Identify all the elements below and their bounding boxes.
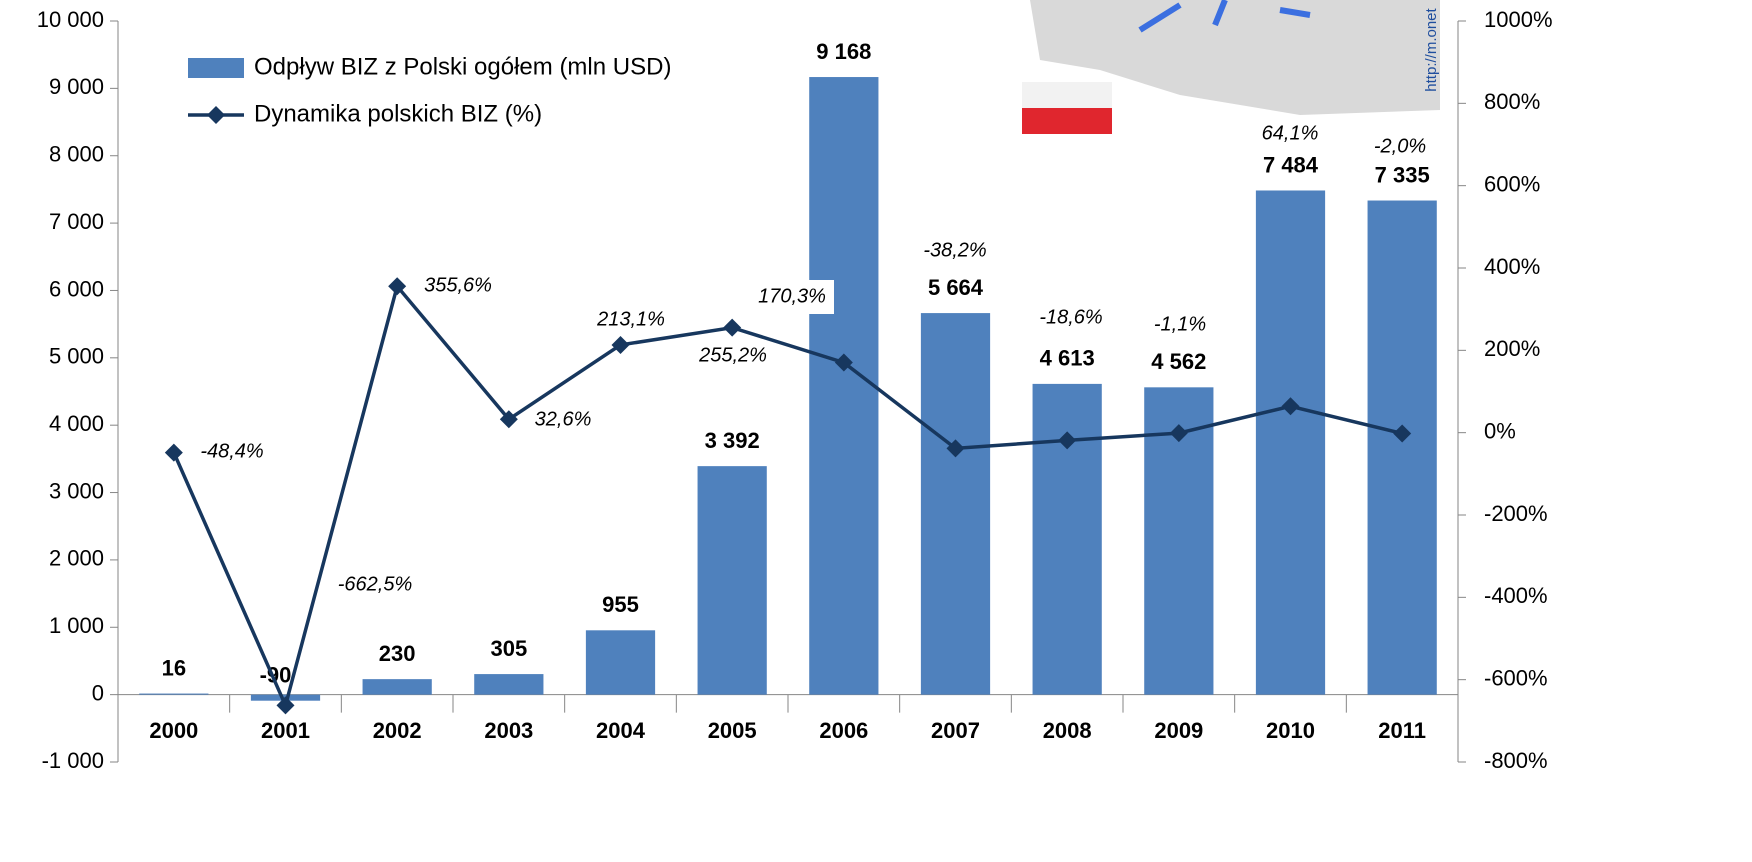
line-label: -38,2% bbox=[923, 239, 986, 261]
y2-tick-label: -400% bbox=[1484, 583, 1548, 608]
bar-label: 16 bbox=[162, 655, 186, 680]
x-tick-label: 2011 bbox=[1378, 718, 1426, 743]
line-label: -1,1% bbox=[1154, 313, 1206, 335]
line-label: 213,1% bbox=[596, 308, 665, 330]
legend-label: Dynamika polskich BIZ (%) bbox=[254, 100, 542, 127]
y2-tick-label: -800% bbox=[1484, 748, 1548, 773]
bar-label: 305 bbox=[490, 636, 527, 661]
line-label: 64,1% bbox=[1262, 122, 1319, 144]
bar-label: 4 562 bbox=[1151, 349, 1206, 374]
line-marker bbox=[723, 318, 742, 337]
y-tick-label: 0 bbox=[92, 680, 104, 705]
line-marker bbox=[388, 277, 407, 296]
bar bbox=[585, 630, 656, 695]
bar-label: 9 168 bbox=[816, 39, 871, 64]
y2-tick-label: 400% bbox=[1484, 254, 1540, 279]
y-tick-label: 10 000 bbox=[37, 7, 104, 32]
label-bg bbox=[750, 280, 834, 314]
line-marker bbox=[164, 443, 183, 462]
bar-label: 230 bbox=[379, 641, 416, 666]
y-tick-label: 9 000 bbox=[49, 74, 104, 99]
bar-label: 3 392 bbox=[705, 428, 760, 453]
watermark: http://m.onet bbox=[1423, 7, 1440, 91]
y-tick-label: 6 000 bbox=[49, 276, 104, 301]
line-marker bbox=[611, 335, 630, 354]
bar bbox=[362, 679, 432, 695]
bar-label: 7 335 bbox=[1375, 162, 1430, 187]
x-tick-label: 2005 bbox=[708, 718, 757, 743]
y2-tick-label: 600% bbox=[1484, 171, 1540, 196]
bar bbox=[1367, 200, 1437, 695]
line-marker bbox=[276, 696, 295, 715]
line-label: 355,6% bbox=[424, 274, 492, 296]
bar-label: 4 613 bbox=[1040, 346, 1095, 371]
x-tick-label: 2004 bbox=[596, 718, 646, 743]
y2-tick-label: 800% bbox=[1484, 89, 1540, 114]
y2-tick-label: -600% bbox=[1484, 665, 1548, 690]
line-label: 32,6% bbox=[535, 408, 592, 430]
x-tick-label: 2006 bbox=[819, 718, 868, 743]
bar-label: 5 664 bbox=[928, 275, 984, 300]
x-tick-label: 2002 bbox=[373, 718, 422, 743]
line-label: -48,4% bbox=[200, 440, 263, 462]
legend-swatch bbox=[188, 58, 244, 78]
bar-label: 955 bbox=[602, 592, 639, 617]
line-label: -2,0% bbox=[1374, 135, 1426, 157]
y-tick-label: 1 000 bbox=[49, 613, 104, 638]
y-tick-label: 7 000 bbox=[49, 209, 104, 234]
y-tick-label: 8 000 bbox=[49, 142, 104, 167]
line-label: -18,6% bbox=[1039, 306, 1102, 328]
line-label: 170,3% bbox=[758, 285, 826, 307]
x-tick-label: 2008 bbox=[1043, 718, 1092, 743]
line-marker bbox=[1393, 424, 1412, 443]
map-image bbox=[1022, 0, 1440, 134]
x-tick-label: 2000 bbox=[149, 718, 198, 743]
y2-tick-label: -200% bbox=[1484, 501, 1548, 526]
bar bbox=[1255, 190, 1326, 695]
y-tick-label: -1 000 bbox=[42, 748, 104, 773]
x-tick-label: 2007 bbox=[931, 718, 980, 743]
line-marker bbox=[1281, 397, 1300, 416]
x-tick-label: 2010 bbox=[1266, 718, 1315, 743]
bar bbox=[474, 674, 544, 695]
bar bbox=[1032, 383, 1102, 695]
bar bbox=[697, 466, 767, 695]
legend-label: Odpływ BIZ z Polski ogółem (mln USD) bbox=[254, 53, 671, 80]
x-tick-label: 2009 bbox=[1154, 718, 1203, 743]
y-tick-label: 4 000 bbox=[49, 411, 104, 436]
x-tick-label: 2001 bbox=[261, 718, 310, 743]
line-marker bbox=[499, 410, 518, 429]
line-marker bbox=[1169, 424, 1188, 443]
bar bbox=[139, 693, 209, 695]
line-label: 255,2% bbox=[698, 344, 767, 366]
y2-tick-label: 0% bbox=[1484, 418, 1516, 443]
y-tick-label: 5 000 bbox=[49, 344, 104, 369]
legend-marker bbox=[207, 106, 225, 124]
y-tick-label: 3 000 bbox=[49, 478, 104, 503]
bar bbox=[809, 77, 879, 695]
line-marker bbox=[1058, 431, 1077, 450]
y2-tick-label: 1000% bbox=[1484, 7, 1553, 32]
bar-label: 7 484 bbox=[1263, 152, 1319, 177]
bar bbox=[920, 313, 991, 695]
y-tick-label: 2 000 bbox=[49, 546, 104, 571]
line-label: -662,5% bbox=[338, 573, 413, 595]
y2-tick-label: 200% bbox=[1484, 336, 1540, 361]
line-marker bbox=[946, 439, 965, 458]
x-tick-label: 2003 bbox=[484, 718, 533, 743]
line-marker bbox=[834, 353, 853, 372]
line bbox=[172, 282, 1403, 711]
